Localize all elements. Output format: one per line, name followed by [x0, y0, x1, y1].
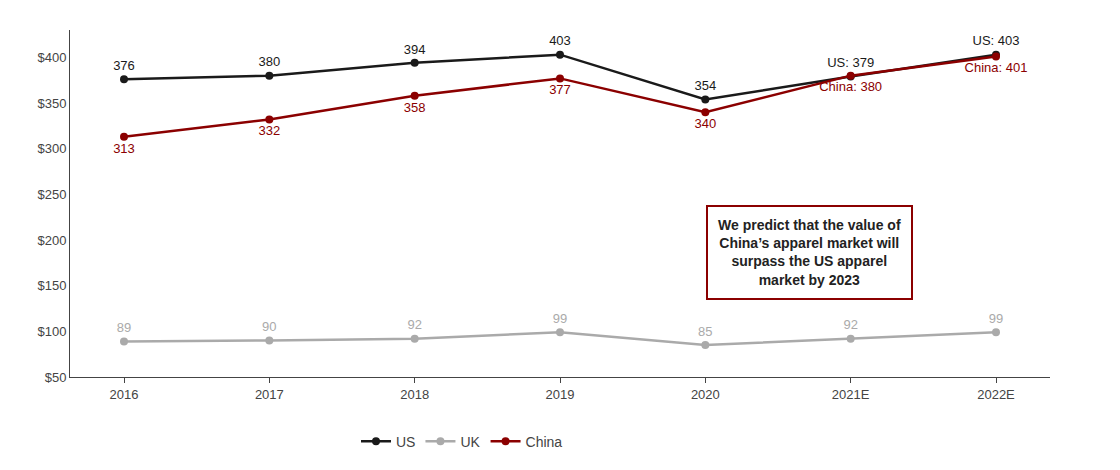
svg-text:340: 340 [694, 116, 716, 131]
svg-text:99: 99 [553, 311, 567, 326]
svg-text:UK: UK [460, 434, 480, 450]
svg-text:377: 377 [549, 82, 571, 97]
svg-text:85: 85 [698, 324, 712, 339]
svg-text:China: 401: China: 401 [965, 60, 1028, 75]
svg-text:380: 380 [258, 54, 280, 69]
svg-text:US: 403: US: 403 [973, 33, 1020, 48]
svg-text:$250: $250 [37, 187, 66, 202]
svg-text:99: 99 [989, 311, 1003, 326]
svg-text:$100: $100 [37, 324, 66, 339]
svg-text:$300: $300 [37, 141, 66, 156]
svg-text:2018: 2018 [400, 387, 429, 402]
svg-text:$350: $350 [37, 96, 66, 111]
svg-text:2017: 2017 [255, 387, 284, 402]
svg-text:89: 89 [117, 320, 131, 335]
svg-text:313: 313 [113, 141, 135, 156]
svg-text:92: 92 [407, 317, 421, 332]
svg-text:China: China [526, 434, 563, 450]
svg-text:358: 358 [404, 100, 426, 115]
svg-text:394: 394 [404, 42, 426, 57]
svg-text:$50: $50 [45, 370, 67, 385]
svg-text:China: 380: China: 380 [819, 79, 882, 94]
svg-text:332: 332 [258, 123, 280, 138]
svg-text:We predict that the value ofCh: We predict that the value ofChina’s appa… [718, 217, 901, 288]
svg-text:2021E: 2021E [832, 387, 870, 402]
svg-text:354: 354 [694, 78, 716, 93]
svg-text:2020: 2020 [691, 387, 720, 402]
svg-text:2016: 2016 [110, 387, 139, 402]
svg-text:$200: $200 [37, 233, 66, 248]
svg-text:2022E: 2022E [977, 387, 1015, 402]
svg-text:92: 92 [843, 317, 857, 332]
svg-text:2019: 2019 [546, 387, 575, 402]
svg-text:$400: $400 [37, 50, 66, 65]
svg-text:90: 90 [262, 319, 276, 334]
svg-text:403: 403 [549, 33, 571, 48]
svg-text:$150: $150 [37, 278, 66, 293]
svg-text:US: 379: US: 379 [827, 55, 874, 70]
svg-text:376: 376 [113, 58, 135, 73]
svg-text:US: US [396, 434, 415, 450]
